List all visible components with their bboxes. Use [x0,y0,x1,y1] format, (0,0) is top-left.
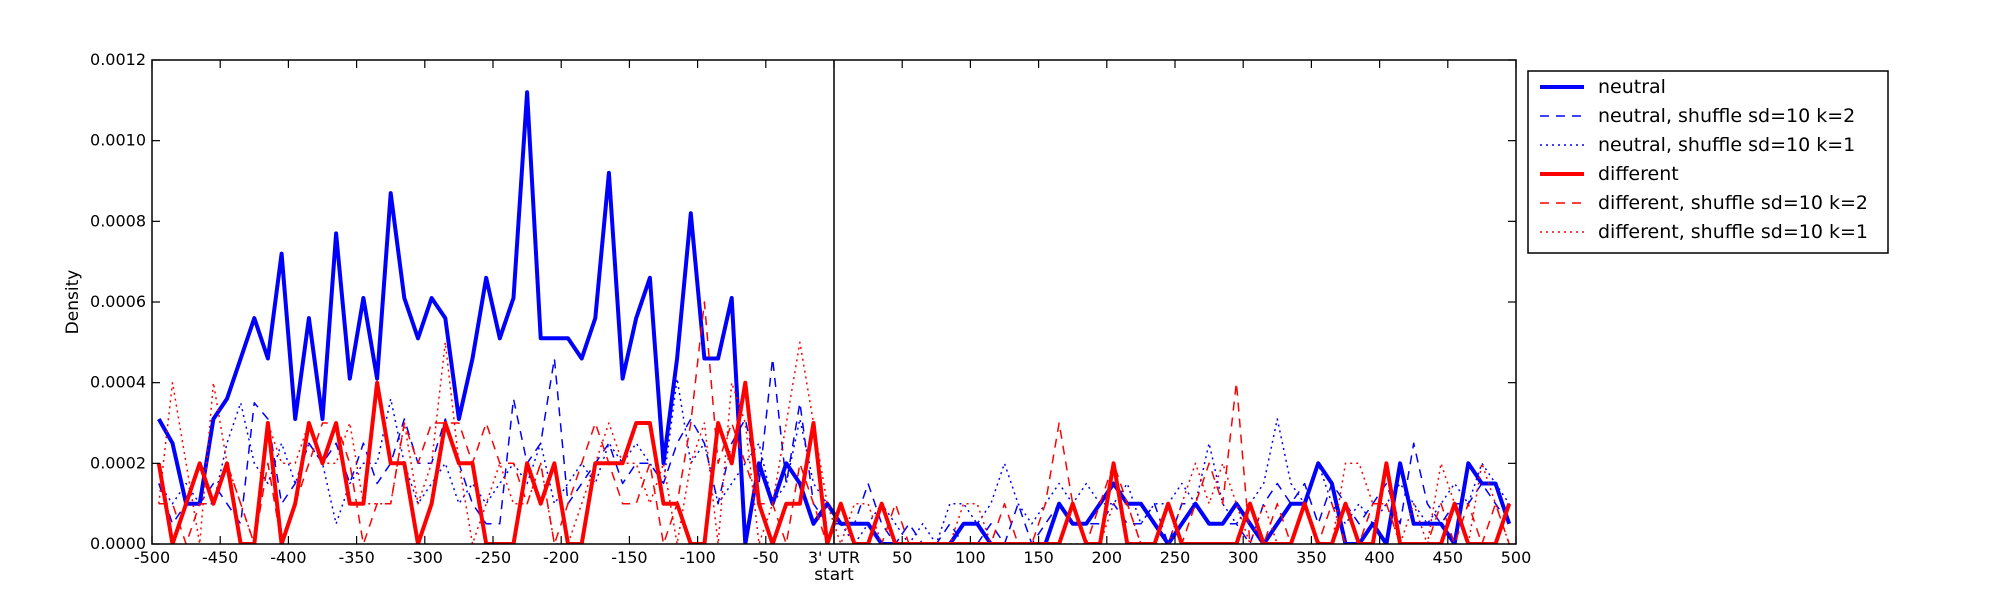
legend-label-1: neutral, shuffle sd=10 k=2 [1598,105,1855,127]
y-tick-label: 0.0012 [90,50,146,69]
x-tick-label: -250 [475,548,511,567]
x-tick-label: -350 [338,548,374,567]
x-axis-title: start [814,565,854,585]
legend-label-3: different [1598,163,1679,185]
x-tick-label: 500 [1501,548,1532,567]
y-tick-label: 0.0008 [90,211,146,230]
x-tick-label: 300 [1228,548,1259,567]
x-tick-label: -300 [407,548,443,567]
x-tick-label: -50 [753,548,779,567]
x-tick-label: -500 [134,548,170,567]
x-tick-label: 400 [1364,548,1395,567]
x-tick-label: -400 [270,548,306,567]
x-tick-label: -200 [543,548,579,567]
y-tick-label: 0.0002 [90,453,146,472]
legend-label-2: neutral, shuffle sd=10 k=1 [1598,134,1855,156]
x-tick-label: 150 [1023,548,1054,567]
legend-box [1527,70,1889,254]
x-tick-label: 350 [1296,548,1327,567]
y-axis-title: Density [63,270,83,335]
x-tick-label: -450 [202,548,238,567]
x-tick-label: 3' UTR [808,548,860,567]
y-tick-label: 0.0006 [90,292,146,311]
legend-label-4: different, shuffle sd=10 k=2 [1598,192,1868,214]
x-tick-label: 200 [1092,548,1123,567]
legend-label-5: different, shuffle sd=10 k=1 [1598,221,1868,243]
y-axis-ticks: 0.0000 0.0002 0.0004 0.0006 0.0008 0.0010 0.00… [90,50,1516,553]
x-tick-label: 250 [1160,548,1191,567]
legend: neutral neutral, shuffle sd=10 k=2 neutral… [1527,70,1889,254]
x-tick-label: 100 [955,548,986,567]
x-tick-label: 50 [892,548,912,567]
x-tick-label: 450 [1433,548,1464,567]
x-tick-label: -100 [679,548,715,567]
y-tick-label: 0.0000 [90,534,146,553]
y-tick-label: 0.0010 [90,131,146,150]
y-tick-label: 0.0004 [90,373,146,392]
x-tick-label: -150 [611,548,647,567]
x-axis-ticks: -500 -450 -400 -350 -300 -250 -200 -150 -100 -50 3… [134,60,1531,567]
legend-label-0: neutral [1598,76,1666,98]
